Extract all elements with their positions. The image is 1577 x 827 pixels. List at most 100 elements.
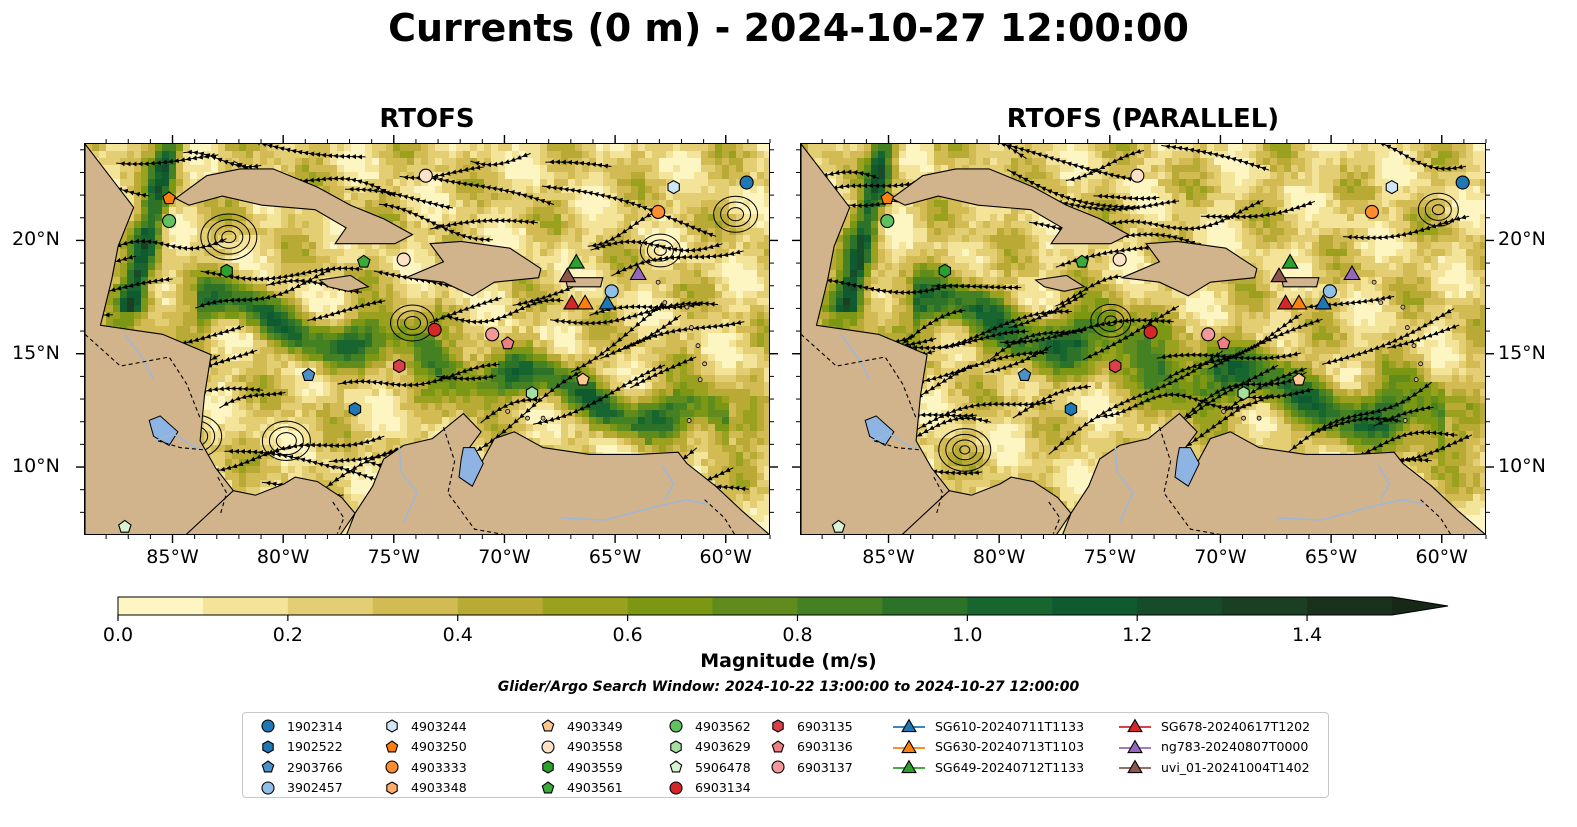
legend-marker-icon bbox=[386, 780, 398, 795]
colorbar-bin bbox=[1307, 597, 1393, 615]
legend-label: SG630-20240713T1103 bbox=[935, 739, 1085, 754]
platform-4903562[interactable] bbox=[880, 213, 895, 229]
platform-6903135[interactable] bbox=[1109, 358, 1122, 374]
platform-sg678-20240617t1202[interactable] bbox=[563, 294, 581, 310]
platform-sg630-20240713t1103[interactable] bbox=[1290, 294, 1308, 310]
eddy-streamline bbox=[1090, 303, 1132, 338]
colorbar-bin bbox=[797, 597, 883, 615]
platform-4903558[interactable] bbox=[396, 252, 411, 267]
platform-1902522[interactable] bbox=[348, 401, 362, 417]
eddy-streamline bbox=[639, 233, 681, 268]
streamline bbox=[1387, 324, 1460, 349]
platform-2903766[interactable] bbox=[1017, 367, 1032, 381]
borders bbox=[85, 333, 736, 534]
platform-1902314[interactable] bbox=[1455, 175, 1470, 190]
platform-sg610-20240711t1133[interactable] bbox=[598, 294, 616, 310]
lon-tick-label: 75°W bbox=[367, 546, 421, 568]
map-panel-rtofs-parallel[interactable] bbox=[800, 143, 1486, 535]
platform-4903562[interactable] bbox=[162, 213, 177, 229]
platform-4903629[interactable] bbox=[525, 386, 539, 401]
platform-6903135[interactable] bbox=[393, 358, 406, 374]
platform-4903333[interactable] bbox=[1364, 204, 1379, 220]
streamline bbox=[427, 176, 555, 206]
platform-sg610-20240711t1133[interactable] bbox=[1314, 294, 1332, 310]
map-panel-rtofs[interactable] bbox=[84, 143, 770, 535]
platform-sg630-20240713t1103[interactable] bbox=[576, 294, 594, 310]
streamline bbox=[817, 277, 950, 296]
legend-label: 2903766 bbox=[287, 759, 343, 775]
legend-marker-icon bbox=[541, 739, 555, 754]
lon-tick-label: 70°W bbox=[1194, 546, 1247, 568]
legend-marker-icon bbox=[771, 739, 785, 752]
platform-sg649-20240712t1133[interactable] bbox=[1281, 253, 1299, 269]
platform-4903333[interactable] bbox=[651, 204, 666, 220]
platform-ng783-20240807t0000[interactable] bbox=[629, 264, 647, 281]
platform-5906478[interactable] bbox=[831, 519, 846, 533]
legend-item: 2903766 bbox=[259, 757, 343, 777]
platform-6903136[interactable] bbox=[1216, 336, 1231, 350]
legend-item: 6903135 bbox=[769, 716, 853, 736]
legend-item: 3902457 bbox=[259, 778, 343, 798]
legend-marker-icon bbox=[385, 739, 399, 752]
legend-item: 4903562 bbox=[667, 716, 751, 736]
platform-1902314[interactable] bbox=[739, 175, 754, 190]
colorbar-bin bbox=[627, 597, 714, 615]
platform-sg649-20240712t1133[interactable] bbox=[567, 253, 586, 269]
platform-sg678-20240617t1202[interactable] bbox=[1276, 294, 1295, 310]
legend-label: uvi_01-20241004T1402 bbox=[1161, 759, 1310, 775]
platform-6903137[interactable] bbox=[1201, 327, 1216, 342]
colorbar-tick-label: 0.4 bbox=[443, 624, 473, 646]
platform-4903561[interactable] bbox=[356, 254, 371, 268]
legend-item: 1902522 bbox=[259, 737, 343, 757]
platform-uvi_01-20241004t1402[interactable] bbox=[558, 267, 577, 283]
platform-ng783-20240807t0000[interactable] bbox=[1343, 264, 1361, 281]
eddy-streamline bbox=[1424, 198, 1452, 221]
platform-6903137[interactable] bbox=[485, 327, 500, 342]
platform-4903250[interactable] bbox=[880, 191, 895, 205]
platform-4903349[interactable] bbox=[1292, 372, 1306, 386]
colorbar-bin bbox=[372, 597, 459, 615]
map-svg[interactable] bbox=[85, 144, 770, 535]
lon-tick-label: 80°W bbox=[256, 546, 310, 568]
streamline bbox=[1012, 384, 1091, 419]
map-svg[interactable] bbox=[801, 144, 1486, 535]
legend-marker-icon bbox=[261, 780, 275, 795]
lon-tick-label: 60°W bbox=[1415, 546, 1468, 568]
platform-4903559[interactable] bbox=[938, 263, 952, 279]
legend-item: 1902314 bbox=[259, 716, 343, 736]
colorbar-bin bbox=[1052, 597, 1138, 615]
platform-4903244[interactable] bbox=[667, 179, 680, 195]
lon-tick-label: 85°W bbox=[862, 546, 915, 568]
platform-4903250[interactable] bbox=[162, 191, 176, 205]
streamline bbox=[1321, 308, 1455, 365]
platform-6903136[interactable] bbox=[500, 336, 515, 350]
streamline bbox=[570, 300, 668, 373]
platform-6903134[interactable] bbox=[427, 322, 442, 337]
platform-1902522[interactable] bbox=[1064, 401, 1078, 417]
platform-4903349[interactable] bbox=[576, 372, 590, 386]
platform-5906478[interactable] bbox=[118, 519, 132, 533]
platform-2903766[interactable] bbox=[301, 367, 316, 381]
platform-markers bbox=[831, 168, 1470, 533]
colorbar-bin bbox=[1222, 597, 1308, 615]
legend-item: 4903244 bbox=[383, 716, 467, 736]
streamline bbox=[541, 184, 717, 238]
legend-label: 6903137 bbox=[797, 759, 853, 775]
legend-label: 4903244 bbox=[411, 718, 467, 734]
platform-4903629[interactable] bbox=[1237, 386, 1250, 401]
platform-4903558[interactable] bbox=[1130, 168, 1145, 183]
eddy-streamline bbox=[214, 224, 244, 249]
lon-tick-label: 60°W bbox=[699, 546, 752, 568]
platform-6903134[interactable] bbox=[1143, 325, 1158, 340]
legend-label: ng783-20240807T0000 bbox=[1161, 739, 1309, 754]
platform-4903559[interactable] bbox=[220, 263, 233, 279]
platform-4903244[interactable] bbox=[1385, 179, 1399, 195]
platform-4903558[interactable] bbox=[418, 168, 433, 183]
eddy-streamline bbox=[261, 420, 311, 462]
platform-3902457[interactable] bbox=[1322, 284, 1337, 299]
platform-uvi_01-20241004t1402[interactable] bbox=[1270, 267, 1288, 283]
platform-4903558[interactable] bbox=[1112, 252, 1127, 267]
eddy-streamline bbox=[1431, 204, 1445, 216]
platform-4903561[interactable] bbox=[1075, 254, 1089, 268]
platform-3902457[interactable] bbox=[604, 284, 619, 299]
